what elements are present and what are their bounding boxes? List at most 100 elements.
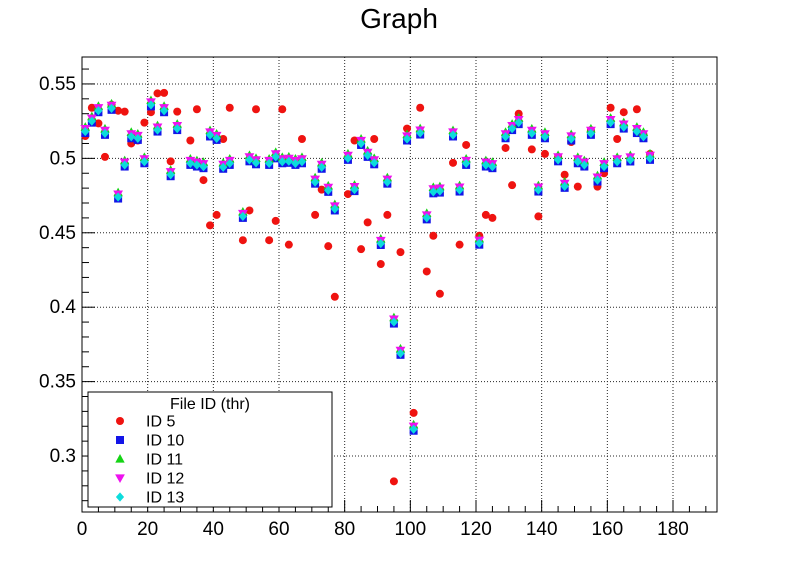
diamond-marker	[626, 155, 635, 165]
diamond-marker	[409, 424, 418, 434]
diamond-marker	[107, 103, 116, 113]
series-id-11	[80, 95, 655, 429]
circle-marker	[508, 181, 517, 190]
circle-marker	[429, 231, 438, 240]
diamond-marker	[87, 116, 96, 126]
plot-generated-content: 0 20 40 60 80 100 120 140 160 180 0.3 0.35 0.4 0.45 0.…	[39, 56, 718, 540]
diamond-marker	[560, 181, 569, 191]
diamond-marker	[225, 158, 234, 169]
diamond-marker	[356, 138, 366, 149]
diamond-marker	[120, 160, 129, 170]
circle-marker	[100, 152, 109, 161]
diamond-marker	[567, 134, 576, 144]
circle-marker	[540, 149, 549, 158]
diamond-marker	[383, 177, 392, 187]
diamond-marker	[534, 185, 543, 195]
diamond-marker	[212, 133, 221, 144]
diamond-marker	[94, 106, 103, 116]
circle-marker	[343, 190, 352, 199]
diamond-marker	[645, 153, 655, 163]
diamond-marker	[501, 132, 510, 142]
legend: File ID (thr)ID 5 ID 10 ID 11 ID 12 ID 13	[87, 391, 333, 508]
diamond-marker	[389, 317, 399, 327]
legend-box	[87, 391, 333, 508]
circle-marker	[455, 240, 464, 249]
circle-marker	[225, 103, 234, 112]
diamond-marker	[219, 162, 228, 172]
diamond-marker	[553, 155, 563, 165]
legend-title: File ID (thr)	[170, 396, 250, 413]
circle-marker	[363, 218, 372, 227]
circle-marker	[527, 145, 536, 154]
series-id-13	[81, 100, 655, 434]
triangle-up-marker	[115, 454, 125, 463]
circle-marker	[573, 182, 582, 191]
diamond-marker	[330, 204, 339, 214]
diamond-marker	[186, 158, 195, 169]
diamond-marker	[422, 213, 431, 223]
diamond-marker	[455, 185, 464, 195]
diamond-marker	[599, 162, 609, 172]
diamond-marker	[297, 157, 307, 167]
circle-marker	[297, 135, 306, 144]
y-tick-label: 0.55	[39, 74, 76, 95]
circle-marker	[416, 103, 425, 112]
plot-frame	[81, 56, 718, 513]
diamond-marker	[462, 158, 471, 169]
circle-marker	[238, 236, 247, 245]
diamond-marker	[153, 125, 162, 135]
diamond-marker	[613, 157, 622, 167]
circle-marker	[140, 118, 149, 127]
diamond-marker	[370, 158, 379, 168]
diamond-marker	[350, 185, 359, 195]
circle-marker	[173, 107, 182, 116]
legend-item: ID 5	[116, 414, 175, 431]
diamond-marker	[376, 238, 385, 249]
diamond-marker	[173, 123, 182, 134]
chart-title: Graph	[360, 3, 438, 34]
x-tick-label: 80	[334, 519, 355, 540]
x-tick-label: 40	[203, 519, 224, 540]
circle-marker	[389, 477, 398, 486]
circle-marker	[481, 210, 490, 219]
circle-marker	[265, 236, 274, 245]
x-tick-label: 20	[137, 519, 158, 540]
circle-marker	[212, 210, 221, 219]
circle-marker	[219, 135, 228, 144]
diamond-marker	[199, 162, 208, 172]
diamond-marker	[448, 130, 458, 140]
circle-marker	[160, 88, 169, 97]
circle-marker	[449, 158, 458, 167]
circle-marker	[613, 135, 622, 144]
diamond-marker	[238, 211, 247, 222]
circle-marker	[186, 136, 195, 145]
diamond-marker	[573, 157, 582, 167]
legend-label: ID 10	[146, 433, 184, 450]
diamond-marker	[488, 162, 497, 172]
diamond-marker	[632, 126, 641, 137]
diamond-marker	[284, 156, 293, 166]
circle-marker	[192, 105, 201, 114]
diamond-marker	[311, 177, 320, 187]
diamond-marker	[100, 128, 110, 138]
diamond-marker	[317, 162, 326, 172]
diamond-marker	[580, 160, 589, 170]
circle-marker	[330, 292, 339, 301]
diamond-marker	[396, 348, 405, 358]
diamond-marker	[166, 170, 175, 180]
circle-marker	[324, 242, 333, 251]
circle-marker	[311, 210, 320, 219]
x-tick-label: 140	[526, 519, 558, 540]
circle-marker	[166, 157, 175, 166]
legend-label: ID 13	[146, 490, 184, 507]
diamond-marker	[363, 150, 372, 160]
circle-marker	[206, 221, 215, 230]
x-tick-label: 120	[460, 519, 492, 540]
diamond-marker	[514, 118, 523, 128]
diamond-marker	[245, 155, 254, 165]
x-tick-label: 0	[77, 519, 88, 540]
diamond-marker	[639, 132, 648, 142]
circle-marker	[422, 267, 431, 276]
